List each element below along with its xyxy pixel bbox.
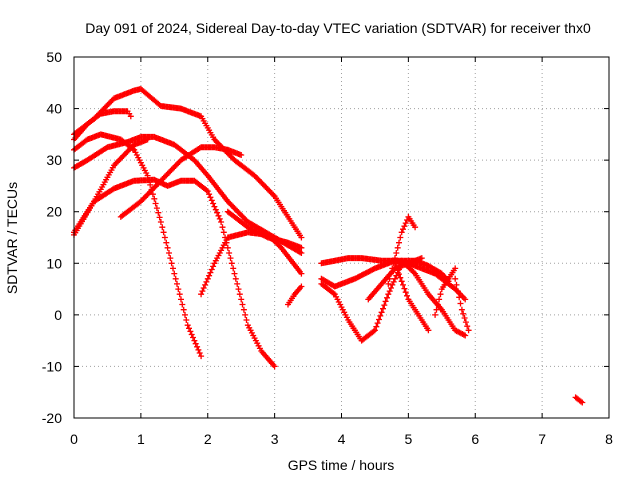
series-arc-7 (71, 136, 151, 236)
series-arc-16 (392, 260, 432, 334)
series-arc-1 (71, 86, 305, 241)
y-tick-labels: -20 -10 0 10 20 30 40 50 (42, 49, 62, 426)
data-point-markers (392, 260, 432, 334)
series-arc-6 (117, 144, 245, 220)
data-points (71, 86, 586, 406)
series-arc-12 (318, 260, 405, 344)
x-tick-label: 0 (70, 431, 78, 447)
y-tick-label: -20 (42, 410, 62, 426)
series-arc-10 (285, 283, 305, 308)
data-point-markers (198, 229, 305, 298)
y-tick-label: 30 (46, 152, 62, 168)
x-tick-label: 8 (605, 431, 613, 447)
data-point-markers (117, 144, 245, 220)
y-tick-label: 0 (54, 307, 62, 323)
series-arc-18 (432, 265, 459, 318)
data-point-markers (71, 131, 205, 360)
data-point-markers (452, 275, 472, 334)
chart-title: Day 091 of 2024, Sidereal Day-to-day VTE… (85, 20, 591, 36)
series-arc-9 (224, 208, 305, 251)
series-arc-4 (71, 131, 205, 360)
y-axis-label: SDTVAR / TECUs (4, 182, 20, 294)
y-tick-label: 50 (46, 49, 62, 65)
series-arc-8 (198, 229, 305, 298)
series-arc-20 (572, 394, 586, 406)
y-tick-label: -10 (42, 358, 62, 374)
data-point-markers (572, 394, 586, 406)
data-point-markers (71, 86, 305, 241)
data-point-markers (398, 257, 469, 339)
y-tick-label: 10 (46, 255, 62, 271)
x-tick-label: 2 (204, 431, 212, 447)
y-tick-label: 20 (46, 204, 62, 220)
data-point-markers (318, 260, 405, 344)
x-tick-label: 3 (271, 431, 279, 447)
x-tick-label: 7 (538, 431, 546, 447)
data-point-markers (432, 265, 459, 318)
x-tick-label: 6 (471, 431, 479, 447)
x-tick-label: 1 (137, 431, 145, 447)
data-point-markers (224, 208, 305, 251)
x-tick-labels: 0 1 2 3 4 5 6 7 8 (70, 431, 613, 447)
data-point-markers (71, 136, 151, 236)
x-tick-label: 4 (338, 431, 346, 447)
y-tick-label: 40 (46, 101, 62, 117)
x-axis-label: GPS time / hours (288, 457, 395, 473)
data-point-markers (285, 283, 305, 308)
series-arc-19 (452, 275, 472, 334)
series-arc-17 (398, 257, 469, 339)
grid (74, 57, 609, 418)
x-tick-label: 5 (404, 431, 412, 447)
plot-frame (73, 56, 610, 419)
